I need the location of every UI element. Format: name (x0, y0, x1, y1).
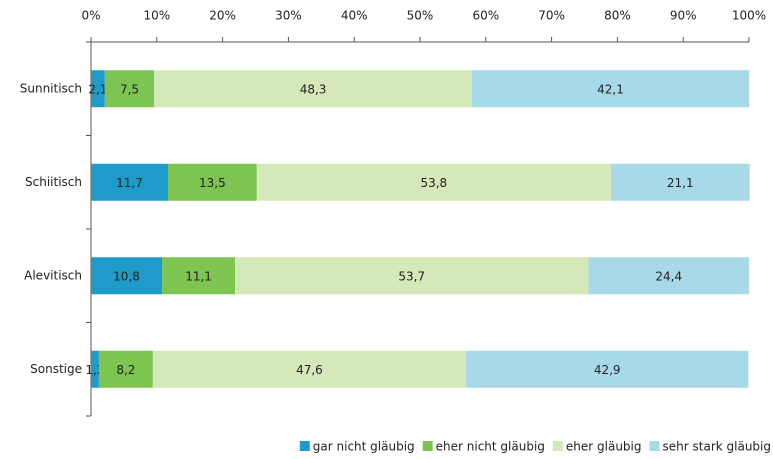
legend-swatch (649, 441, 660, 451)
legend-label: gar nicht gläubig (313, 440, 415, 454)
legend-swatch (299, 441, 310, 451)
x-tick-label: 100% (732, 9, 766, 23)
data-label: 11,1 (185, 269, 212, 283)
legend-label: eher nicht gläubig (436, 440, 545, 454)
x-tick-label: 0% (81, 9, 100, 23)
x-tick-label: 30% (275, 9, 302, 23)
y-tick-label: Schiitisch (25, 175, 82, 189)
bar-segment (466, 350, 749, 388)
bar-segment (91, 257, 163, 295)
x-tick-label: 70% (538, 9, 565, 23)
legend-label: sehr stark gläubig (663, 440, 771, 454)
y-tick-label: Sunnitisch (20, 81, 82, 95)
data-label: 48,3 (300, 82, 327, 96)
data-label: 24,4 (655, 269, 682, 283)
x-tick-label: 60% (472, 9, 499, 23)
x-tick-label: 90% (670, 9, 697, 23)
y-tick-label: Sonstige (30, 362, 82, 376)
bar-segment (91, 70, 105, 108)
bar-segment (98, 350, 153, 388)
data-label: 42,1 (597, 82, 624, 96)
legend-swatch (422, 441, 433, 451)
x-tick-label: 10% (143, 9, 170, 23)
bar-segment (91, 163, 168, 201)
bar-segment (152, 350, 467, 388)
data-label: 42,9 (594, 363, 621, 377)
data-label: 47,6 (296, 363, 323, 377)
bar-segment (610, 163, 750, 201)
data-label: 8,2 (116, 363, 135, 377)
bar-segment (91, 350, 99, 388)
y-tick-label: Alevitisch (24, 268, 82, 282)
x-tick-label: 80% (604, 9, 631, 23)
bar-segment (588, 257, 749, 295)
bar-segment (471, 70, 749, 108)
legend-swatch (552, 441, 563, 451)
bar-segment (162, 257, 236, 295)
bar-segment (104, 70, 155, 108)
data-label: 10,8 (113, 269, 140, 283)
bar-segment (167, 163, 257, 201)
data-label: 11,7 (116, 176, 143, 190)
x-tick-label: 40% (341, 9, 368, 23)
data-label: 21,1 (667, 176, 694, 190)
data-label: 7,5 (120, 82, 139, 96)
bar-segment (235, 257, 589, 295)
x-tick-label: 50% (407, 9, 434, 23)
bar-segment (154, 70, 472, 108)
legend-label: eher gläubig (566, 440, 642, 454)
data-label: 2,1 (88, 82, 107, 96)
x-tick-label: 20% (209, 9, 236, 23)
data-label: 53,7 (398, 269, 425, 283)
bar-segment (256, 163, 611, 201)
data-label: 53,8 (420, 176, 447, 190)
data-label: 13,5 (199, 176, 226, 190)
